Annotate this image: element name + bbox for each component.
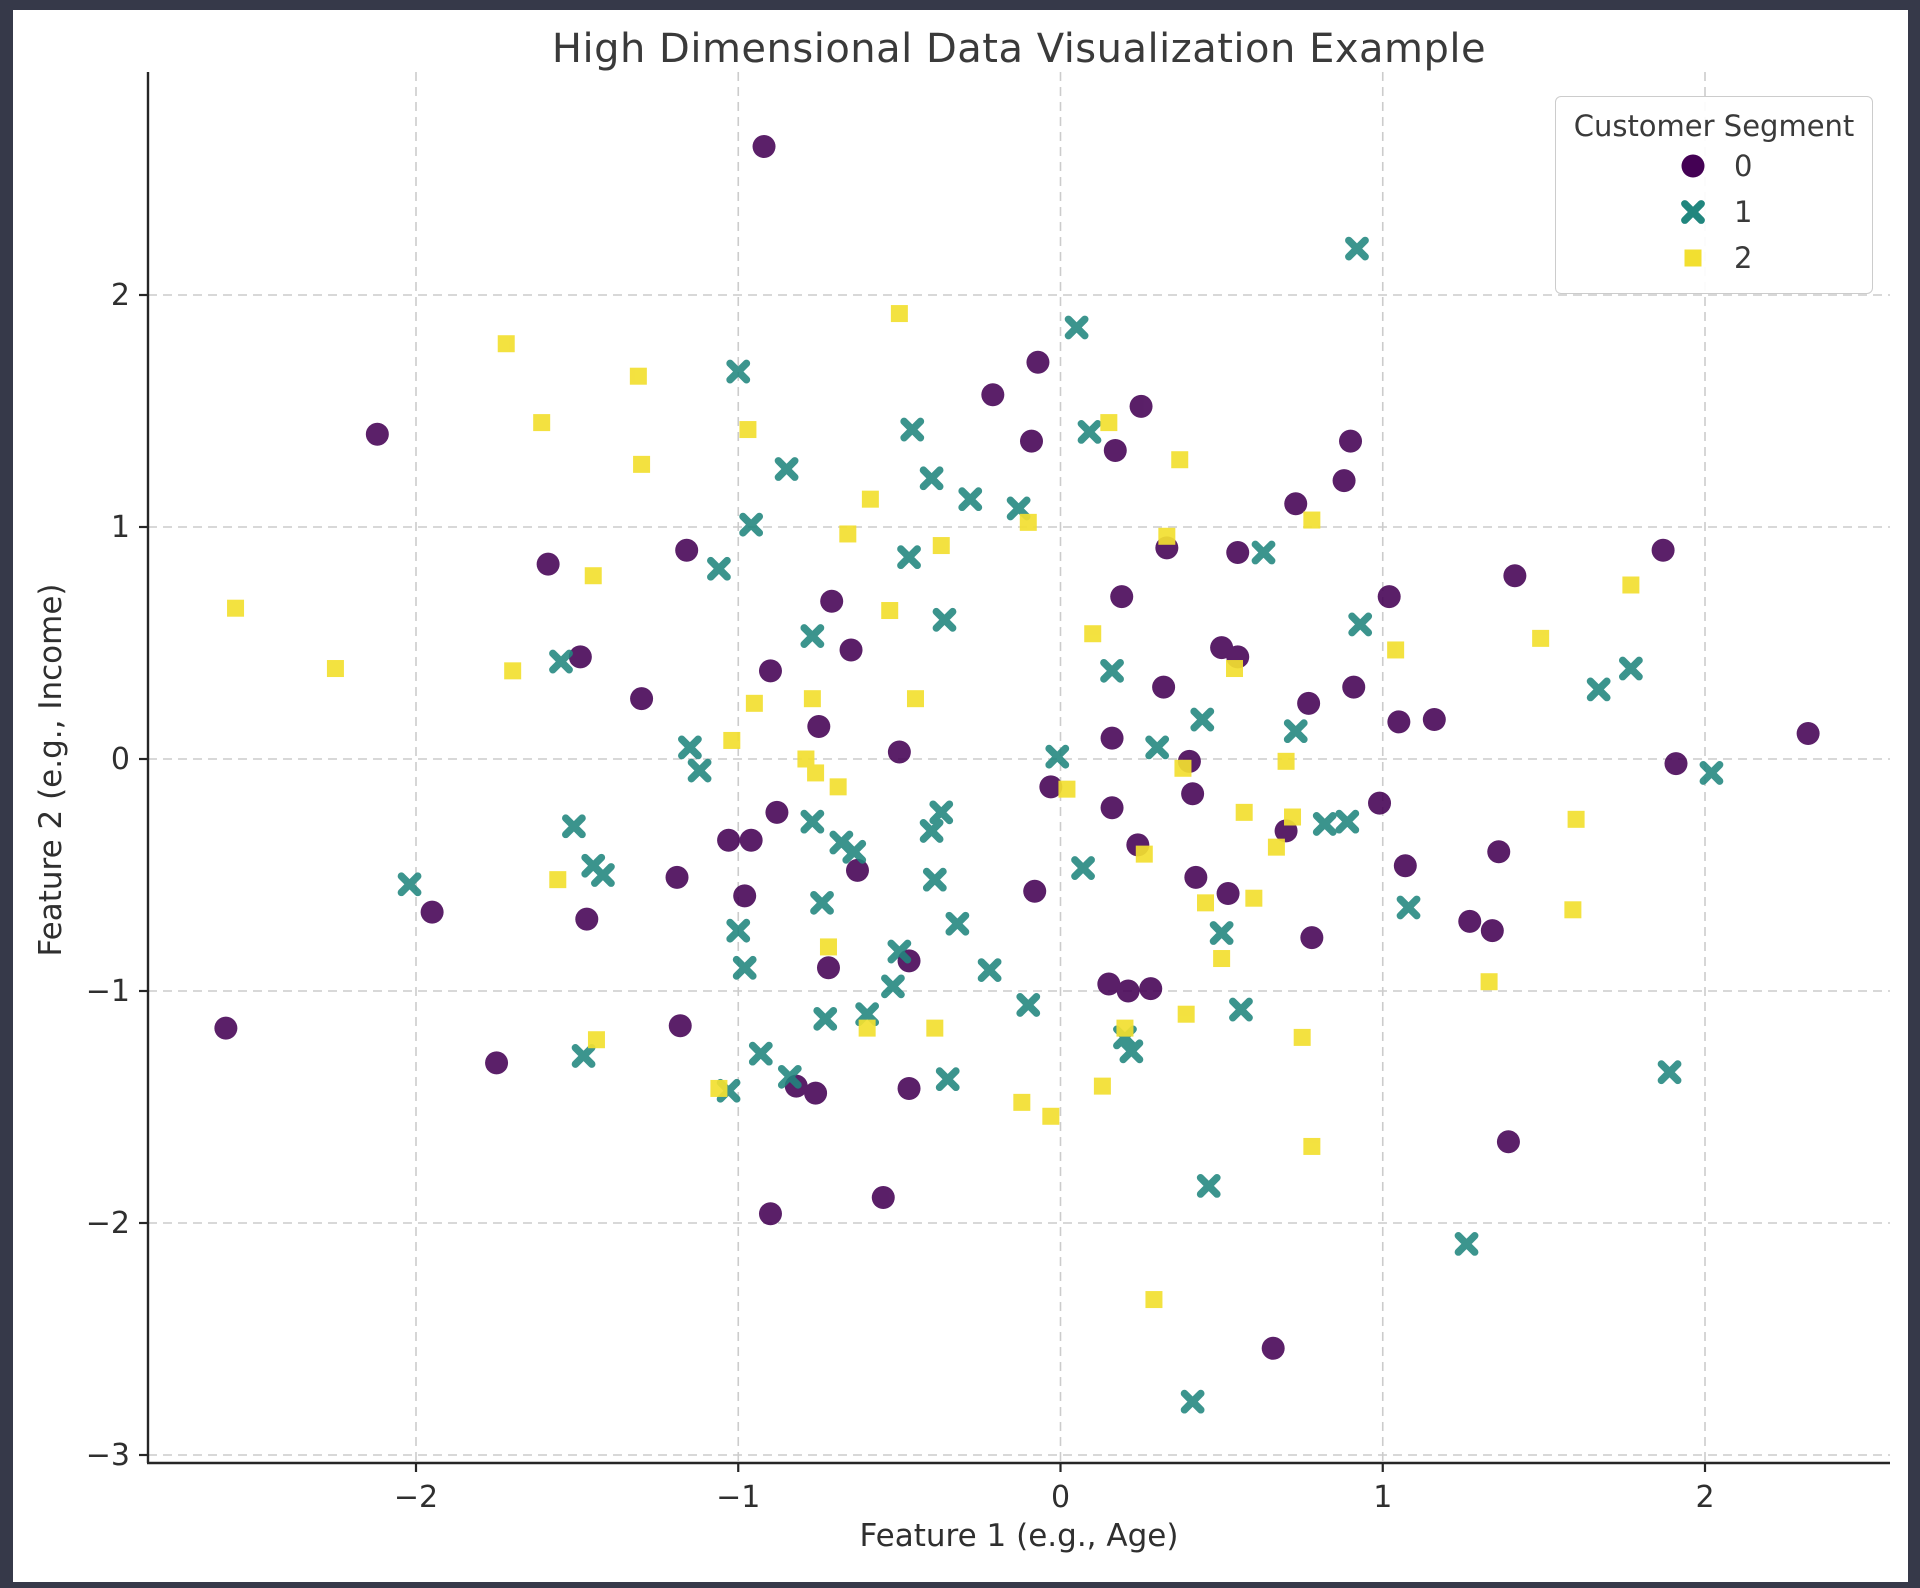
x-tick-label: 2	[1695, 1480, 1714, 1515]
circle-marker-icon	[1681, 154, 1705, 178]
legend-title: Customer Segment	[1573, 109, 1855, 143]
plot-area: −2 −1 0 1 2 −3 −2 −1 0 1 2	[86, 72, 1890, 1515]
x-axis-label: Feature 1 (e.g., Age)	[859, 1518, 1179, 1554]
y-tick-label: 0	[111, 742, 130, 777]
y-tick-label: 1	[111, 510, 130, 545]
x-tick-label: 1	[1373, 1480, 1392, 1515]
axes: −2 −1 0 1 2 −3 −2 −1 0 1 2	[86, 72, 1890, 1515]
chart-title: High Dimensional Data Visualization Exam…	[551, 26, 1487, 72]
legend-entry-0: 0	[1556, 143, 1872, 189]
y-tick-label: −3	[86, 1438, 130, 1473]
legend-entry-label: 1	[1734, 195, 1753, 229]
scatter-series-1	[397, 236, 1724, 1414]
x-marker-icon	[1681, 200, 1705, 224]
scatter-series-0	[214, 135, 1820, 1360]
gridlines	[148, 72, 1890, 1463]
y-axis-label: Feature 2 (e.g., Income)	[33, 583, 69, 957]
x-tick-label: −1	[716, 1480, 760, 1515]
y-tick-label: −2	[86, 1206, 130, 1241]
y-tick-label: 2	[111, 278, 130, 313]
legend-entry-1: 1	[1556, 189, 1872, 235]
square-marker-icon	[1684, 249, 1702, 267]
legend: Customer Segment 0 1 2	[1555, 96, 1873, 294]
y-tick-label: −1	[86, 974, 130, 1009]
x-tick-label: −2	[394, 1480, 438, 1515]
legend-entry-label: 0	[1734, 149, 1753, 183]
legend-entry-2: 2	[1556, 235, 1872, 281]
x-tick-label: 0	[1051, 1480, 1070, 1515]
legend-entry-label: 2	[1734, 241, 1753, 275]
scatter-series-2	[227, 305, 1640, 1309]
figure: High Dimensional Data Visualization Exam…	[13, 10, 1908, 1582]
